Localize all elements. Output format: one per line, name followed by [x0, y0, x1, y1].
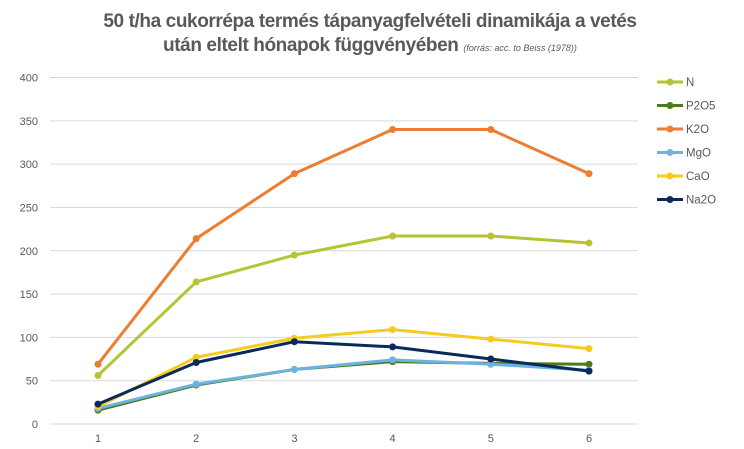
legend-label-na2o: Na2O [686, 195, 716, 207]
y-tick-label: 200 [20, 246, 38, 258]
data-point-n [389, 232, 397, 240]
legend-label-n: N [686, 77, 694, 89]
legend-label-p2o5: P2O5 [686, 101, 715, 113]
legend-marker-k2o [666, 125, 674, 133]
y-tick-label: 250 [20, 202, 38, 214]
y-tick-label: 400 [20, 73, 38, 85]
legend-marker-na2o [666, 196, 674, 203]
legend-label-mgo: MgO [686, 148, 711, 160]
legend-marker-n [666, 78, 674, 86]
data-point-cao [487, 335, 495, 343]
series-line-na2o [97, 340, 590, 406]
x-tick-label: 2 [193, 433, 199, 445]
y-tick-label: 300 [20, 159, 38, 171]
series-line-n [96, 234, 590, 377]
y-tick-label: 0 [32, 419, 38, 431]
data-point-k2o [290, 170, 298, 178]
series-line-k2o [96, 127, 590, 366]
data-point-n [487, 232, 495, 240]
data-point-k2o [192, 235, 200, 243]
y-tick-label: 350 [20, 116, 38, 128]
data-point-n [290, 251, 298, 259]
data-point-mgo [192, 380, 200, 388]
data-point-k2o [585, 170, 593, 178]
data-point-na2o [94, 400, 102, 408]
data-point-cao [585, 345, 593, 353]
legend-label-k2o: K2O [686, 124, 709, 136]
title-line-1: 50 t/ha cukorrépa termés tápanyagfelvéte… [103, 11, 637, 32]
data-point-n [192, 278, 200, 286]
x-tick-label: 6 [586, 433, 592, 445]
data-point-cao [389, 326, 397, 334]
chart-title: 50 t/ha cukorrépa termés tápanyagfelvéte… [60, 10, 680, 60]
series-line-cao [97, 328, 590, 409]
title-line-2: után eltelt hónapok függvényében [163, 35, 459, 56]
data-point-cao [192, 353, 200, 361]
series-line-mgo [97, 358, 590, 410]
y-tick-label: 50 [26, 376, 38, 388]
legend-marker-cao [666, 172, 674, 180]
title-source: (forrás: acc. to Beiss (1978)) [463, 43, 577, 53]
y-tick-label: 150 [20, 289, 38, 301]
data-point-k2o [94, 360, 102, 368]
legend-marker-p2o5 [666, 102, 674, 109]
data-point-n [585, 239, 593, 247]
data-point-na2o [389, 343, 397, 351]
x-tick-label: 4 [390, 433, 396, 445]
y-tick-label: 100 [20, 332, 38, 344]
data-point-n [94, 371, 102, 379]
data-point-mgo [290, 365, 298, 373]
data-point-na2o [487, 355, 495, 363]
x-tick-label: 3 [291, 433, 297, 445]
data-point-na2o [192, 358, 200, 366]
data-point-mgo [389, 356, 397, 364]
x-tick-label: 1 [95, 433, 101, 445]
data-point-k2o [487, 125, 495, 133]
legend-label-cao: CaO [686, 171, 710, 183]
data-point-mgo [487, 360, 495, 368]
data-point-k2o [389, 125, 397, 133]
data-point-na2o [290, 338, 298, 346]
x-tick-label: 5 [488, 433, 494, 445]
legend-marker-mgo [666, 149, 674, 156]
data-point-p2o5 [585, 360, 593, 368]
data-point-na2o [585, 367, 593, 375]
